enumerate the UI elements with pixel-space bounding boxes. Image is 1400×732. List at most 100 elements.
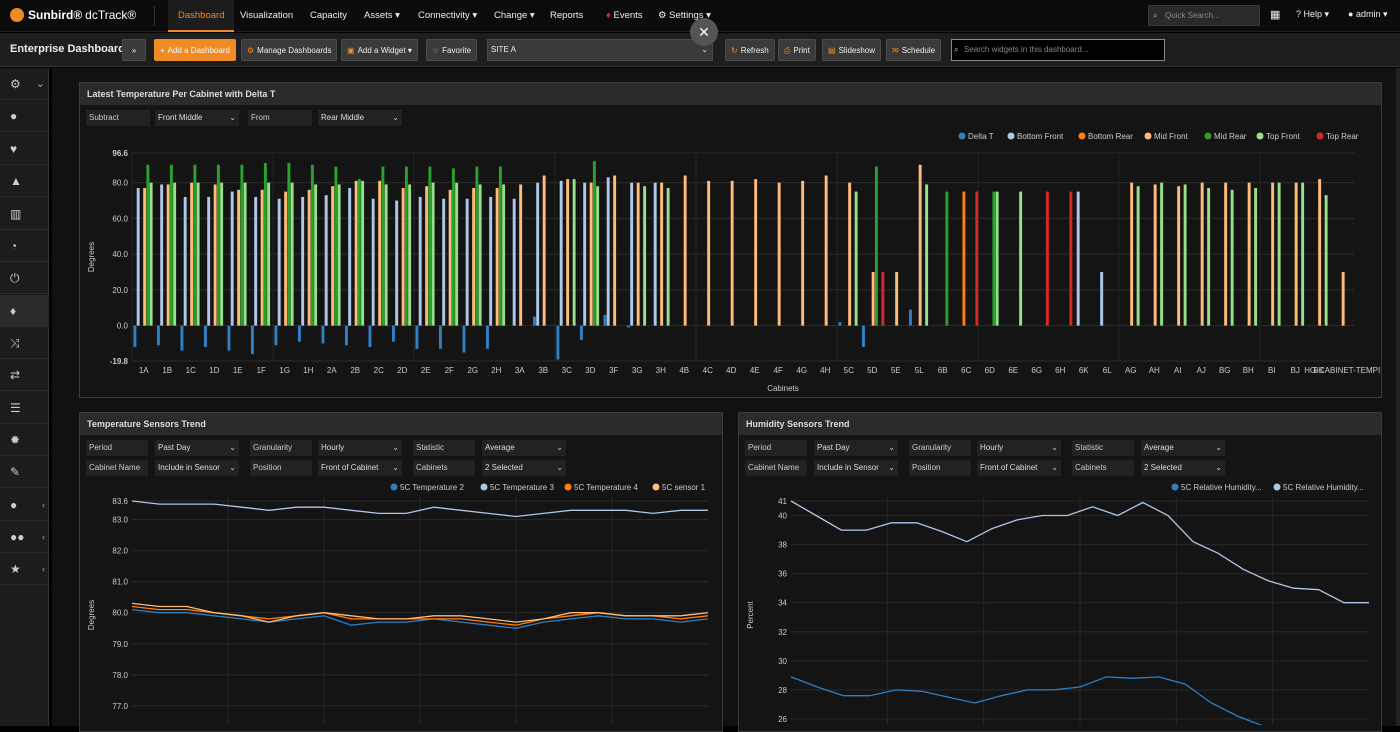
add-widget-button[interactable]: ▣ Add a Widget ▾ [341,39,418,61]
add-dashboard-button[interactable]: + Add a Dashboard [154,39,236,61]
bar [371,198,375,326]
sidebar-item-temperature[interactable]: ♦ [0,295,49,327]
x-tick-label: 4G [796,366,807,375]
nav-events[interactable]: ♦ Events [606,10,643,21]
bar [1271,182,1275,326]
expand-button[interactable]: » [122,39,146,61]
nav-reports[interactable]: Reports [550,10,584,21]
bar [1341,272,1345,326]
x-tick-label: 3G [632,366,643,375]
sidebar-item-dashboard[interactable]: ◔ [0,230,49,262]
calendar-icon[interactable]: ▦ [1270,9,1281,21]
x-tick-label: 2E [421,366,431,375]
x-tick-label: AI [1174,366,1182,375]
statistic-select[interactable]: Average ⌄ [482,440,566,456]
slideshow-button[interactable]: ▤ Slideshow [822,39,882,61]
search-icon: ⌕ [1153,11,1158,20]
bar [1069,191,1073,326]
sidebar-item-health[interactable]: ♥ [0,133,49,165]
bar [1318,179,1322,326]
bar [166,184,170,326]
sidebar-item-exchange[interactable]: ⇄ [0,359,49,391]
from-select[interactable]: Rear Middle ⌄ [318,110,402,126]
cabinets-select[interactable]: 2 Selected ⌄ [482,460,566,476]
nav-change[interactable]: Change ▾ [494,10,535,21]
bar [1177,186,1181,326]
subtract-select[interactable]: Front Middle ⌄ [155,110,239,126]
y-tick-label: 77.0 [112,702,128,711]
bar [683,175,687,326]
x-tick-label: 5L [915,366,924,375]
dashboard-title: Enterprise Dashboard [10,43,125,55]
sidebar-item-random[interactable]: ⤨ [0,327,49,359]
bar [925,184,929,326]
x-tick-label: 3H [656,366,666,375]
y-tick-label: 81.0 [112,578,128,587]
granularity-select[interactable]: Hourly ⌄ [977,440,1061,456]
bar [401,188,405,326]
print-button[interactable]: ⎙ Print [778,39,816,61]
nav-dashboard[interactable]: Dashboard [168,0,235,32]
nav-visualization[interactable]: Visualization [240,10,294,21]
page-scrollbar[interactable] [1396,68,1400,726]
period-select[interactable]: Past Day ⌄ [155,440,239,456]
sidebar-item-user[interactable]: ● ‹ [0,489,49,521]
sidebar-item-barcode[interactable]: ▥ [0,198,49,230]
statistic-select[interactable]: Average ⌄ [1141,440,1225,456]
sidebar-item-tools[interactable]: ✎ [0,456,49,488]
schedule-button[interactable]: ✉ Schedule [886,39,942,61]
humidity-line-chart: 5C Relative Humidity... 5C Relative Humid… [746,483,1369,725]
bar [1247,182,1251,326]
refresh-button[interactable]: ↻ Refresh [725,39,775,61]
sidebar-item-favorites[interactable]: ★ ‹ [0,553,49,585]
quick-search-input[interactable]: ⌕ Quick Search... [1148,5,1260,26]
bar [465,198,469,326]
x-tick-label: 4F [774,366,783,375]
bar [331,186,335,326]
sidebar-settings-toggle[interactable]: ⚙ ⌄ [0,68,49,100]
chevron-down-icon: ⌄ [888,443,895,452]
from-label: From [248,110,312,126]
sidebar-item-thumbs[interactable]: ▲ [0,165,49,197]
widget-search-input[interactable]: ⌕ Search widgets in this dashboard... [951,39,1165,61]
position-select[interactable]: Front of Cabinet ⌄ [977,460,1061,476]
legend-marker [1007,132,1015,140]
y-tick-label: 40 [778,512,787,521]
user-menu[interactable]: ● admin ▾ [1348,9,1388,19]
sunbird-logo[interactable]: Sunbird® dcTrack® [10,8,136,22]
bar [498,166,502,326]
legend-label: Mid Front [1154,132,1189,141]
granularity-select[interactable]: Hourly ⌄ [318,440,402,456]
x-tick-label: 5C [844,366,854,375]
user-icon: ● [1348,9,1354,19]
sidebar-item-cog[interactable]: ✹ [0,424,49,456]
bar [630,182,634,326]
favorite-button[interactable]: ☆ Favorite [426,39,478,61]
gears-icon: ⚙ [10,77,21,91]
sidebar-item-list[interactable]: ☰ [0,392,49,424]
manage-dashboards-button[interactable]: ⚙ Manage Dashboards [241,39,338,61]
bar [542,175,546,326]
sidebar-item-globe[interactable]: ● [0,100,49,132]
nav-assets[interactable]: Assets ▾ [364,10,400,21]
position-select[interactable]: Front of Cabinet ⌄ [318,460,402,476]
period-select[interactable]: Past Day ⌄ [814,440,898,456]
chevron-down-icon: ⌄ [229,463,236,472]
sidebar-item-users[interactable]: ●● ‹ [0,521,49,553]
y-tick-label: 34 [778,599,787,608]
nav-capacity[interactable]: Capacity [310,10,347,21]
help-menu[interactable]: ? Help ▾ [1296,9,1330,19]
cabinets-select[interactable]: 2 Selected ⌄ [1141,460,1225,476]
chevron-down-icon: ⌄ [392,113,399,122]
bar [448,189,452,326]
close-icon[interactable]: ✕ [690,18,718,46]
cabinet-name-select[interactable]: Include in Sensor ⌄ [814,460,898,476]
sidebar-item-power[interactable]: ⏻ [0,262,49,294]
site-select[interactable]: SITE A ⌄ [487,39,713,61]
nav-settings[interactable]: ⚙ Settings ▾ [658,10,711,21]
y-tick-label: 38 [778,541,787,550]
cabinet-name-select[interactable]: Include in Sensor ⌄ [155,460,239,476]
bar [1230,189,1234,326]
nav-connectivity[interactable]: Connectivity ▾ [418,10,478,21]
bar [220,182,224,326]
